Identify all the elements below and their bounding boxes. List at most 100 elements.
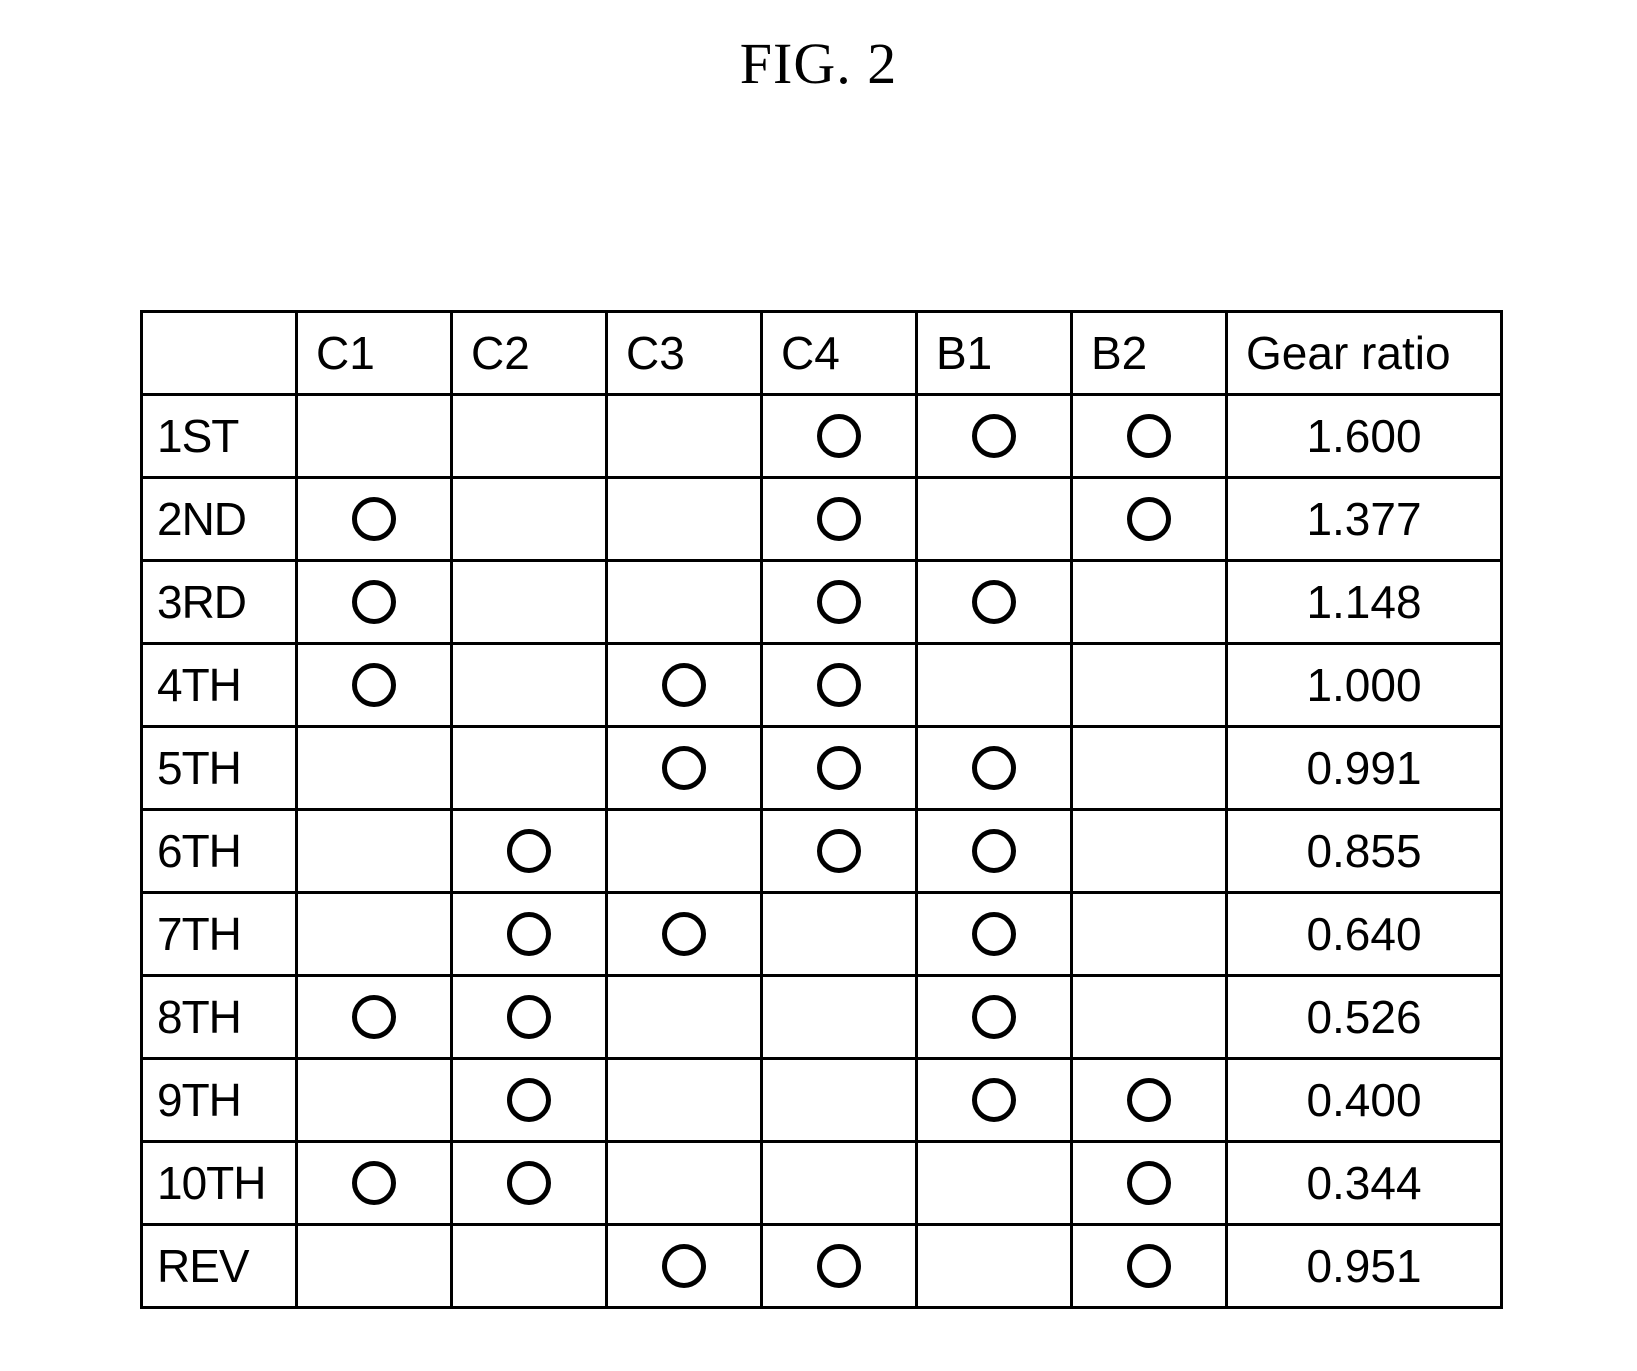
mark-cell <box>1072 561 1227 644</box>
mark-cell <box>762 893 917 976</box>
mark-cell <box>607 395 762 478</box>
gear-ratio-value: 1.600 <box>1227 395 1502 478</box>
mark-cell <box>297 1142 452 1225</box>
mark-cell <box>1072 976 1227 1059</box>
table-header-row: C1 C2 C3 C4 B1 B2 Gear ratio <box>142 312 1502 395</box>
mark-cell <box>762 478 917 561</box>
engaged-mark-icon <box>817 663 861 707</box>
engaged-mark-icon <box>972 580 1016 624</box>
engaged-mark-icon <box>817 580 861 624</box>
mark-cell <box>297 478 452 561</box>
row-label: 8TH <box>142 976 297 1059</box>
mark-cell <box>452 395 607 478</box>
mark-cell <box>452 976 607 1059</box>
mark-cell <box>917 644 1072 727</box>
mark-cell <box>297 810 452 893</box>
engaged-mark-icon <box>817 746 861 790</box>
mark-cell <box>917 1059 1072 1142</box>
mark-cell <box>297 727 452 810</box>
engaged-mark-icon <box>507 829 551 873</box>
engaged-mark-icon <box>972 1078 1016 1122</box>
mark-cell <box>607 1225 762 1308</box>
header-b2: B2 <box>1072 312 1227 395</box>
mark-cell <box>452 893 607 976</box>
mark-cell <box>452 561 607 644</box>
mark-cell <box>1072 1059 1227 1142</box>
engaged-mark-icon <box>817 414 861 458</box>
gear-ratio-value: 0.344 <box>1227 1142 1502 1225</box>
mark-cell <box>297 976 452 1059</box>
engaged-mark-icon <box>507 912 551 956</box>
figure-title: FIG. 2 <box>0 30 1637 97</box>
table-row: 4TH1.000 <box>142 644 1502 727</box>
engaged-mark-icon <box>662 746 706 790</box>
gear-ratio-value: 0.526 <box>1227 976 1502 1059</box>
mark-cell <box>917 395 1072 478</box>
mark-cell <box>607 727 762 810</box>
header-c4: C4 <box>762 312 917 395</box>
mark-cell <box>762 976 917 1059</box>
mark-cell <box>607 561 762 644</box>
table-row: 7TH 0.640 <box>142 893 1502 976</box>
table-row: 3RD1.148 <box>142 561 1502 644</box>
mark-cell <box>607 1059 762 1142</box>
table-row: REV0.951 <box>142 1225 1502 1308</box>
gear-ratio-value: 0.640 <box>1227 893 1502 976</box>
mark-cell <box>607 1142 762 1225</box>
mark-cell <box>297 561 452 644</box>
header-blank <box>142 312 297 395</box>
mark-cell <box>917 893 1072 976</box>
mark-cell <box>762 727 917 810</box>
mark-cell <box>452 1059 607 1142</box>
header-gear-ratio: Gear ratio <box>1227 312 1502 395</box>
row-label: 4TH <box>142 644 297 727</box>
mark-cell <box>762 810 917 893</box>
row-label: 3RD <box>142 561 297 644</box>
engaged-mark-icon <box>352 663 396 707</box>
gear-ratio-value: 0.991 <box>1227 727 1502 810</box>
mark-cell <box>607 810 762 893</box>
mark-cell <box>762 644 917 727</box>
mark-cell <box>762 1142 917 1225</box>
row-label: REV <box>142 1225 297 1308</box>
table-row: 9TH0.400 <box>142 1059 1502 1142</box>
mark-cell <box>917 1225 1072 1308</box>
mark-cell <box>762 561 917 644</box>
row-label: 7TH <box>142 893 297 976</box>
table-row: 5TH0.991 <box>142 727 1502 810</box>
table-row: 10TH0.344 <box>142 1142 1502 1225</box>
mark-cell <box>1072 727 1227 810</box>
engaged-mark-icon <box>1127 1161 1171 1205</box>
header-c3: C3 <box>607 312 762 395</box>
mark-cell <box>452 478 607 561</box>
engaged-mark-icon <box>507 1161 551 1205</box>
mark-cell <box>297 893 452 976</box>
mark-cell <box>917 561 1072 644</box>
engaged-mark-icon <box>1127 1078 1171 1122</box>
table-row: 6TH0.855 <box>142 810 1502 893</box>
page: FIG. 2 C1 C2 C3 C4 B1 B2 Gear ratio <box>0 0 1637 1371</box>
engaged-mark-icon <box>352 497 396 541</box>
mark-cell <box>917 1142 1072 1225</box>
mark-cell <box>1072 893 1227 976</box>
mark-cell <box>452 727 607 810</box>
mark-cell <box>917 478 1072 561</box>
engaged-mark-icon <box>1127 414 1171 458</box>
engaged-mark-icon <box>972 829 1016 873</box>
mark-cell <box>452 1225 607 1308</box>
mark-cell <box>452 644 607 727</box>
engaged-mark-icon <box>662 1244 706 1288</box>
engaged-mark-icon <box>352 580 396 624</box>
row-label: 9TH <box>142 1059 297 1142</box>
mark-cell <box>762 395 917 478</box>
mark-cell <box>917 976 1072 1059</box>
table-row: 2ND1.377 <box>142 478 1502 561</box>
mark-cell <box>1072 478 1227 561</box>
engaged-mark-icon <box>507 1078 551 1122</box>
engaged-mark-icon <box>352 995 396 1039</box>
mark-cell <box>607 976 762 1059</box>
engaged-mark-icon <box>662 663 706 707</box>
mark-cell <box>917 810 1072 893</box>
mark-cell <box>607 893 762 976</box>
engaged-mark-icon <box>817 829 861 873</box>
